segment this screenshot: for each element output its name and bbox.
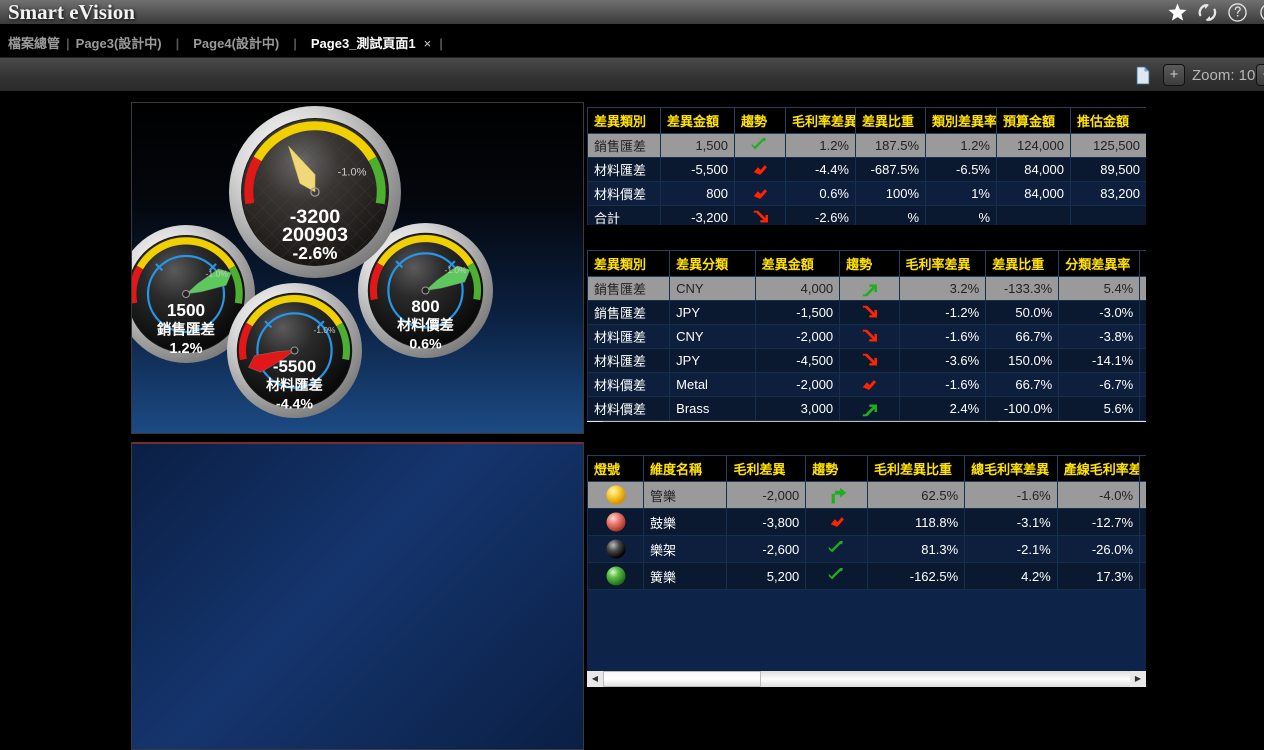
svg-text:材料匯差: 材料匯差 (266, 377, 323, 394)
svg-text:-5500: -5500 (273, 357, 316, 376)
svg-text:銷售匯差: 銷售匯差 (157, 321, 215, 339)
svg-text:-1.0%: -1.0% (338, 167, 367, 179)
svg-text:材料價差: 材料價差 (397, 317, 454, 334)
svg-text:1.2%: 1.2% (169, 341, 202, 357)
svg-text:-1.0%: -1.0% (445, 265, 467, 275)
svg-text:0.6%: 0.6% (409, 336, 442, 352)
svg-text:800: 800 (411, 297, 439, 316)
svg-text:-4.4%: -4.4% (276, 396, 313, 412)
svg-text:1500: 1500 (167, 300, 205, 320)
svg-text:-1.0%: -1.0% (205, 268, 228, 278)
svg-text:-1.0%: -1.0% (314, 325, 336, 335)
svg-text:-2.6%: -2.6% (293, 243, 338, 263)
